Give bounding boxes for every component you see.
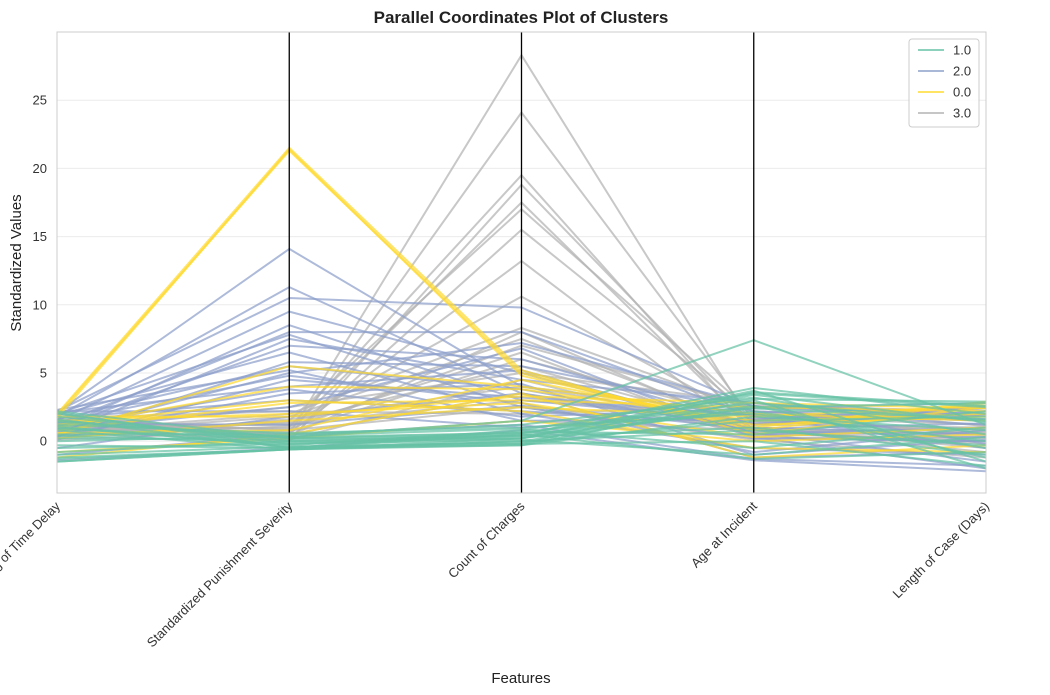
- x-tick-label: Standardized Punishment Severity: [144, 498, 296, 650]
- legend-label: 2.0: [953, 64, 971, 79]
- y-tick-label: 25: [33, 93, 47, 108]
- y-axis-label: Standardized Values: [8, 194, 25, 331]
- x-tick-labels: Log of Time Delay Standardized Punishment…: [0, 498, 992, 650]
- y-tick-label: 0: [40, 434, 47, 449]
- x-tick-label: Age at Incident: [688, 498, 760, 570]
- legend-label: 3.0: [953, 106, 971, 121]
- x-axis-label: Features: [491, 670, 550, 687]
- legend-box: [908, 38, 980, 128]
- x-tick-label: Count of Charges: [445, 498, 528, 581]
- chart-title: Parallel Coordinates Plot of Clusters: [374, 8, 669, 27]
- legend: 1.0 2.0 0.0 3.0: [908, 38, 980, 128]
- y-tick-labels: 0 5 10 15 20 25: [33, 93, 47, 449]
- y-tick-label: 20: [33, 161, 47, 176]
- y-tick-label: 15: [33, 229, 47, 244]
- y-tick-label: 10: [33, 297, 47, 312]
- x-tick-label: Length of Case (Days): [890, 499, 993, 602]
- y-tick-label: 5: [40, 365, 47, 380]
- legend-label: 1.0: [953, 43, 971, 58]
- x-tick-label: Log of Time Delay: [0, 498, 63, 583]
- plot-frame: [56, 31, 987, 494]
- legend-label: 0.0: [953, 85, 971, 100]
- feature-axes: [288, 32, 755, 493]
